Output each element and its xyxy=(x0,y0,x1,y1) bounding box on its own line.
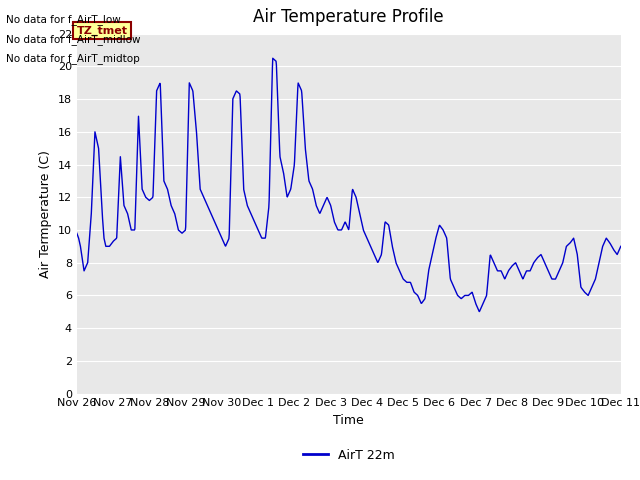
Y-axis label: Air Termperature (C): Air Termperature (C) xyxy=(39,150,52,277)
Text: TZ_tmet: TZ_tmet xyxy=(77,25,128,36)
Text: No data for f_AirT_low: No data for f_AirT_low xyxy=(6,14,121,25)
Text: No data for f_AirT_midlow: No data for f_AirT_midlow xyxy=(6,34,141,45)
Title: Air Temperature Profile: Air Temperature Profile xyxy=(253,9,444,26)
X-axis label: Time: Time xyxy=(333,414,364,427)
Legend: AirT 22m: AirT 22m xyxy=(298,444,399,467)
Text: No data for f_AirT_midtop: No data for f_AirT_midtop xyxy=(6,53,140,64)
